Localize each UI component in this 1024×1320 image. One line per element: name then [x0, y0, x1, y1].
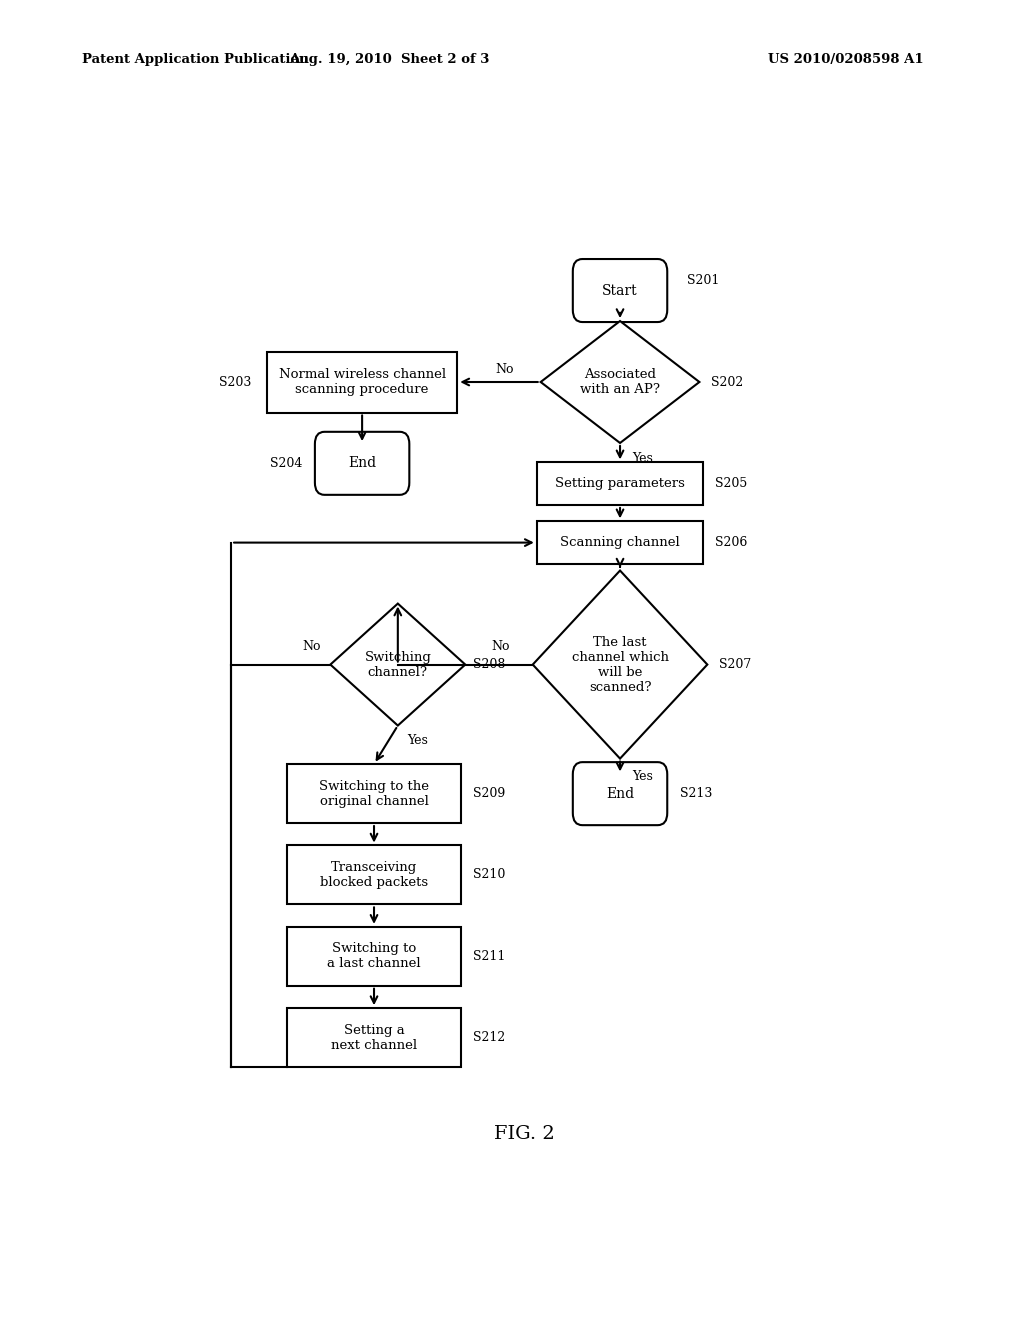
Bar	[287, 764, 462, 824]
Text: S209: S209	[473, 787, 506, 800]
Text: Associated
with an AP?: Associated with an AP?	[580, 368, 660, 396]
Text: Patent Application Publication: Patent Application Publication	[82, 53, 308, 66]
Bar	[537, 521, 703, 564]
Text: S207: S207	[719, 659, 752, 671]
Polygon shape	[541, 321, 699, 444]
Text: S212: S212	[473, 1031, 506, 1044]
Text: S204: S204	[270, 457, 303, 470]
Text: Yes: Yes	[632, 771, 653, 783]
Text: Switching to
a last channel: Switching to a last channel	[328, 942, 421, 970]
Text: Switching to the
original channel: Switching to the original channel	[319, 780, 429, 808]
Bar	[287, 846, 462, 904]
Text: Switching
channel?: Switching channel?	[365, 651, 431, 678]
Text: No: No	[496, 363, 514, 376]
Text: Normal wireless channel
scanning procedure: Normal wireless channel scanning procedu…	[279, 368, 445, 396]
Text: Transceiving
blocked packets: Transceiving blocked packets	[319, 861, 428, 888]
Text: S201: S201	[687, 273, 720, 286]
Text: S208: S208	[473, 659, 506, 671]
Bar	[267, 351, 458, 412]
Text: Start: Start	[602, 284, 638, 297]
Text: The last
channel which
will be
scanned?: The last channel which will be scanned?	[571, 635, 669, 693]
Text: No: No	[492, 640, 510, 653]
Text: S205: S205	[715, 477, 748, 490]
FancyBboxPatch shape	[315, 432, 410, 495]
Text: S213: S213	[680, 787, 712, 800]
Bar	[537, 462, 703, 506]
Text: End: End	[606, 787, 634, 801]
Bar	[287, 1008, 462, 1067]
Text: S211: S211	[473, 950, 506, 962]
Bar	[287, 927, 462, 986]
Polygon shape	[532, 570, 708, 759]
Text: Yes: Yes	[632, 451, 653, 465]
Text: S202: S202	[712, 375, 743, 388]
Text: Aug. 19, 2010  Sheet 2 of 3: Aug. 19, 2010 Sheet 2 of 3	[289, 53, 489, 66]
Text: S203: S203	[219, 375, 251, 388]
Text: FIG. 2: FIG. 2	[495, 1125, 555, 1143]
Text: No: No	[302, 640, 321, 653]
Text: Scanning channel: Scanning channel	[560, 536, 680, 549]
Text: End: End	[348, 457, 376, 470]
Text: S210: S210	[473, 869, 506, 882]
Text: Yes: Yes	[408, 734, 428, 747]
Text: US 2010/0208598 A1: US 2010/0208598 A1	[768, 53, 924, 66]
Polygon shape	[331, 603, 465, 726]
Text: S206: S206	[715, 536, 748, 549]
FancyBboxPatch shape	[572, 259, 668, 322]
Text: Setting a
next channel: Setting a next channel	[331, 1023, 417, 1052]
Text: Setting parameters: Setting parameters	[555, 477, 685, 490]
FancyBboxPatch shape	[572, 762, 668, 825]
